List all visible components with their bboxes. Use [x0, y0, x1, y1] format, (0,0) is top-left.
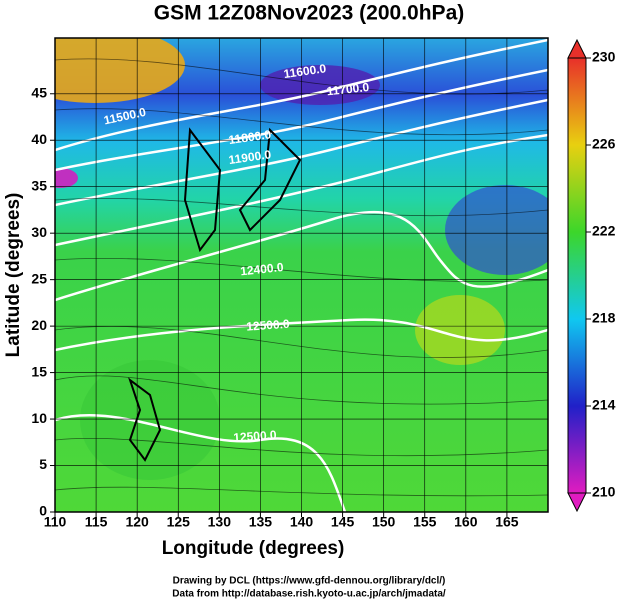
credit: Drawing by DCL (https://www.gfd-dennou.o… [173, 576, 446, 587]
contour-label: 12500.0 [246, 317, 291, 334]
x-tick-label: 130 [208, 514, 232, 530]
x-tick-label: 155 [413, 514, 437, 530]
colorbar-tick-label: 226 [592, 136, 616, 152]
contour-label: 11600.0 [283, 61, 328, 81]
x-tick-label: 165 [495, 514, 519, 530]
x-axis-label: Longitude (degrees) [162, 538, 345, 559]
y-tick-label: 40 [31, 131, 47, 147]
y-tick-label: 15 [31, 363, 47, 379]
y-tick-label: 35 [31, 177, 47, 193]
x-tick-label: 125 [167, 514, 191, 530]
y-tick-label: 10 [31, 410, 47, 426]
colorbar-tick-label: 218 [592, 310, 616, 326]
y-axis-label: Latitude (degrees) [3, 193, 24, 358]
x-tick-label: 145 [331, 514, 355, 530]
contour-label: 11700.0 [326, 80, 370, 98]
credit: Data from http://database.rish.kyoto-u.a… [172, 589, 446, 600]
contour-label: 11800.0 [228, 127, 273, 147]
y-tick-label: 45 [31, 84, 47, 100]
x-tick-label: 120 [125, 514, 149, 530]
colorbar-tick-label: 210 [592, 484, 616, 500]
colorbar-tick-label: 230 [592, 49, 616, 65]
map-field [55, 38, 548, 512]
x-tick-label: 160 [454, 514, 478, 530]
contour-label: 12400.0 [240, 260, 285, 278]
x-tick-label: 150 [372, 514, 396, 530]
x-tick-label: 115 [85, 514, 108, 530]
title: GSM 12Z08Nov2023 (200.0hPa) [154, 2, 465, 25]
contour-label: 12500.0 [233, 428, 278, 445]
colorbar [567, 38, 587, 513]
colorbar-tick-label: 222 [592, 223, 616, 239]
y-tick-label: 20 [31, 317, 47, 333]
y-tick-label: 0 [39, 503, 47, 519]
contour-label: 11900.0 [228, 147, 273, 167]
x-tick-label: 110 [44, 514, 67, 530]
x-tick-label: 140 [290, 514, 314, 530]
x-tick-label: 135 [249, 514, 273, 530]
colorbar-tick-label: 214 [592, 397, 616, 413]
y-tick-label: 30 [31, 224, 47, 240]
y-tick-label: 25 [31, 270, 47, 286]
y-tick-label: 5 [39, 456, 47, 472]
